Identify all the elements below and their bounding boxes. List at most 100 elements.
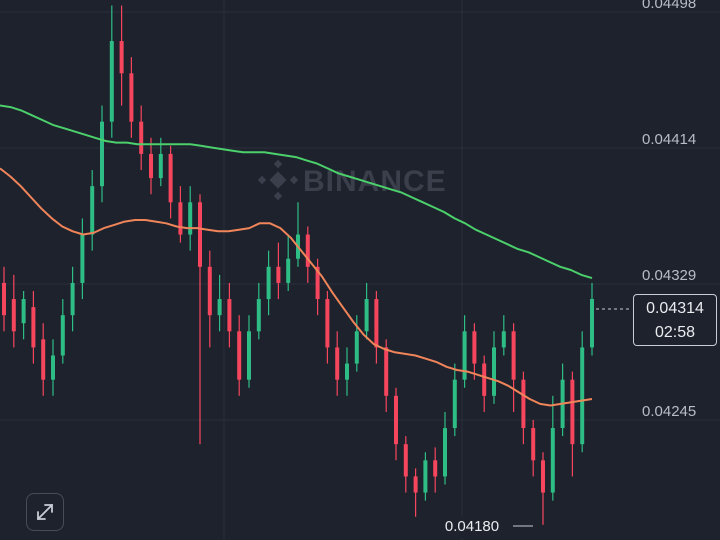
candle xyxy=(188,186,193,251)
candle xyxy=(100,105,104,203)
candle xyxy=(296,202,300,267)
candle xyxy=(325,290,330,364)
candle xyxy=(286,234,291,291)
candle-body xyxy=(119,41,124,74)
candle xyxy=(11,274,16,348)
candle-body xyxy=(521,379,526,429)
candle-body xyxy=(541,460,545,493)
candle-body xyxy=(178,202,183,235)
binance-logo-icon xyxy=(257,159,299,201)
candle-body xyxy=(60,315,65,356)
y-axis: 0.04498 0.04414 0.04329 0.04245 xyxy=(642,0,696,420)
candle xyxy=(541,452,545,525)
candle xyxy=(217,274,222,332)
candle-body xyxy=(374,299,379,348)
candle-body xyxy=(149,153,153,179)
candle xyxy=(335,331,340,396)
candle-body xyxy=(394,395,398,445)
watermark: BINANCE xyxy=(257,159,446,201)
candle xyxy=(433,447,438,493)
candle-body xyxy=(462,331,467,380)
candle xyxy=(354,315,359,372)
candle-body xyxy=(325,299,330,348)
candle-body xyxy=(384,347,389,396)
candle-body xyxy=(139,121,144,154)
candle-body xyxy=(580,347,585,445)
candle xyxy=(119,5,124,106)
candle xyxy=(158,137,163,187)
candle-body xyxy=(452,379,457,429)
candle xyxy=(550,395,555,501)
candle xyxy=(413,468,418,517)
candle xyxy=(462,315,467,388)
candle-body xyxy=(492,347,496,396)
candle-body xyxy=(276,266,281,283)
candle xyxy=(531,420,536,477)
candle xyxy=(501,315,506,356)
candle xyxy=(237,315,242,396)
candle-body xyxy=(315,266,320,300)
candle xyxy=(41,323,46,396)
current-price-badge: 0.04314 02:58 xyxy=(633,294,717,346)
candle-body xyxy=(511,331,516,380)
candle-body xyxy=(247,331,251,380)
candle xyxy=(149,137,153,195)
candle-body xyxy=(207,266,212,316)
fullscreen-button[interactable] xyxy=(26,493,64,531)
candle-body xyxy=(217,299,222,316)
candle-body xyxy=(354,331,359,364)
candle xyxy=(60,299,65,364)
candle xyxy=(560,363,565,437)
candle xyxy=(521,371,526,445)
candle xyxy=(266,250,271,316)
candle-body xyxy=(2,282,6,316)
candle-body xyxy=(100,121,104,187)
candle-body xyxy=(364,299,369,332)
candle xyxy=(198,194,202,445)
candle-body xyxy=(158,153,163,179)
y-tick-label: 0.04329 xyxy=(642,267,696,284)
candle xyxy=(70,266,75,332)
candle-body xyxy=(501,331,506,348)
candle-body xyxy=(90,186,95,235)
candle xyxy=(21,290,26,340)
candle xyxy=(168,145,173,219)
candle-body xyxy=(21,299,26,324)
candle xyxy=(315,258,320,316)
low-marker-label: 0.04180 xyxy=(432,516,512,538)
candle xyxy=(227,282,232,348)
candle xyxy=(482,355,487,412)
candle xyxy=(139,105,144,171)
candle xyxy=(276,242,281,300)
candle-body xyxy=(590,299,594,348)
candle-body xyxy=(345,363,349,380)
candle xyxy=(511,323,516,412)
candle xyxy=(384,339,389,412)
candle-body xyxy=(550,428,555,493)
candle xyxy=(374,290,379,364)
candle xyxy=(394,387,398,461)
candle-body xyxy=(443,428,447,477)
candle xyxy=(423,452,428,501)
candle xyxy=(129,57,134,138)
candle-body xyxy=(482,363,487,396)
candle xyxy=(403,436,408,493)
candle xyxy=(178,186,183,243)
candle-body xyxy=(472,331,477,364)
candle xyxy=(2,266,6,332)
candle-body xyxy=(198,202,202,267)
candle-body xyxy=(531,428,536,461)
candle xyxy=(207,250,212,348)
ma-slow-line xyxy=(0,104,593,280)
candle xyxy=(109,5,114,138)
y-tick-label: 0.04414 xyxy=(642,131,696,148)
candle xyxy=(305,226,310,283)
y-tick-label: 0.04498 xyxy=(642,0,696,12)
candle-body xyxy=(11,299,16,332)
candle-body xyxy=(227,299,232,332)
candle xyxy=(580,331,585,453)
candle xyxy=(247,315,251,388)
candle-body xyxy=(266,266,271,300)
